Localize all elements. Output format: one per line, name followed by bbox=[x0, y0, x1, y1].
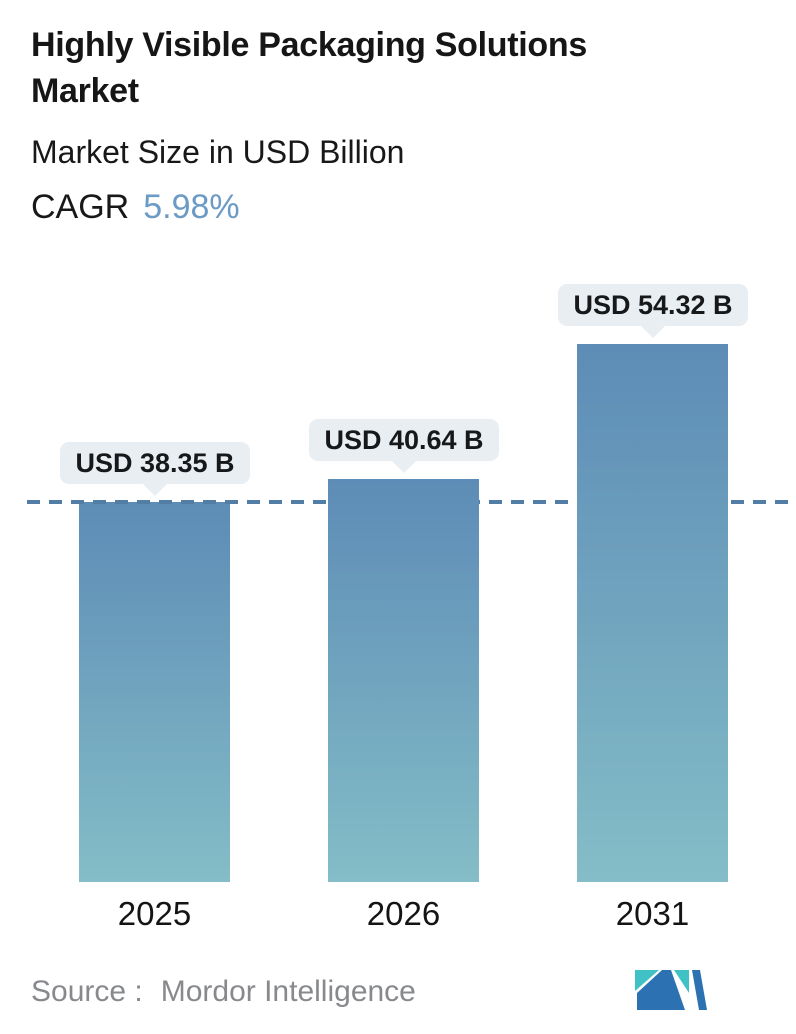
callout-pointer-icon bbox=[391, 460, 417, 473]
logo-right-blue-band bbox=[692, 970, 707, 1010]
cagr-row: CAGR 5.98% bbox=[31, 188, 240, 227]
mordor-intelligence-logo bbox=[635, 970, 707, 1010]
callout-pointer-icon bbox=[142, 483, 168, 496]
bar-2025 bbox=[79, 502, 230, 882]
source-label: Source : bbox=[31, 975, 143, 1008]
axis-label-2031: 2031 bbox=[615, 895, 690, 932]
page-title: Highly Visible Packaging Solutions Marke… bbox=[31, 22, 587, 114]
logo-middle-teal-triangle bbox=[674, 970, 689, 993]
source-line: Source : Mordor Intelligence bbox=[31, 975, 416, 1009]
page-title-line2: Market bbox=[31, 72, 139, 110]
callout-pointer-icon bbox=[640, 325, 666, 338]
cagr-label: CAGR bbox=[31, 188, 130, 226]
value-callout-2026: USD 40.64 B bbox=[309, 419, 499, 473]
axis-label-2025: 2025 bbox=[117, 895, 192, 932]
cagr-value: 5.98% bbox=[143, 188, 240, 226]
bar-2026 bbox=[328, 479, 479, 882]
logo-main-blue-band bbox=[637, 970, 685, 1010]
axis-label-2026: 2026 bbox=[366, 895, 441, 932]
chart-subtitle: Market Size in USD Billion bbox=[31, 134, 405, 170]
page-title-line1: Highly Visible Packaging Solutions bbox=[31, 26, 587, 64]
logo-left-teal-triangle bbox=[635, 970, 659, 991]
source-value: Mordor Intelligence bbox=[160, 975, 416, 1008]
value-callout-2025: USD 38.35 B bbox=[60, 442, 250, 496]
bar-2031 bbox=[577, 344, 728, 882]
value-callout-2031: USD 54.32 B bbox=[558, 284, 748, 338]
